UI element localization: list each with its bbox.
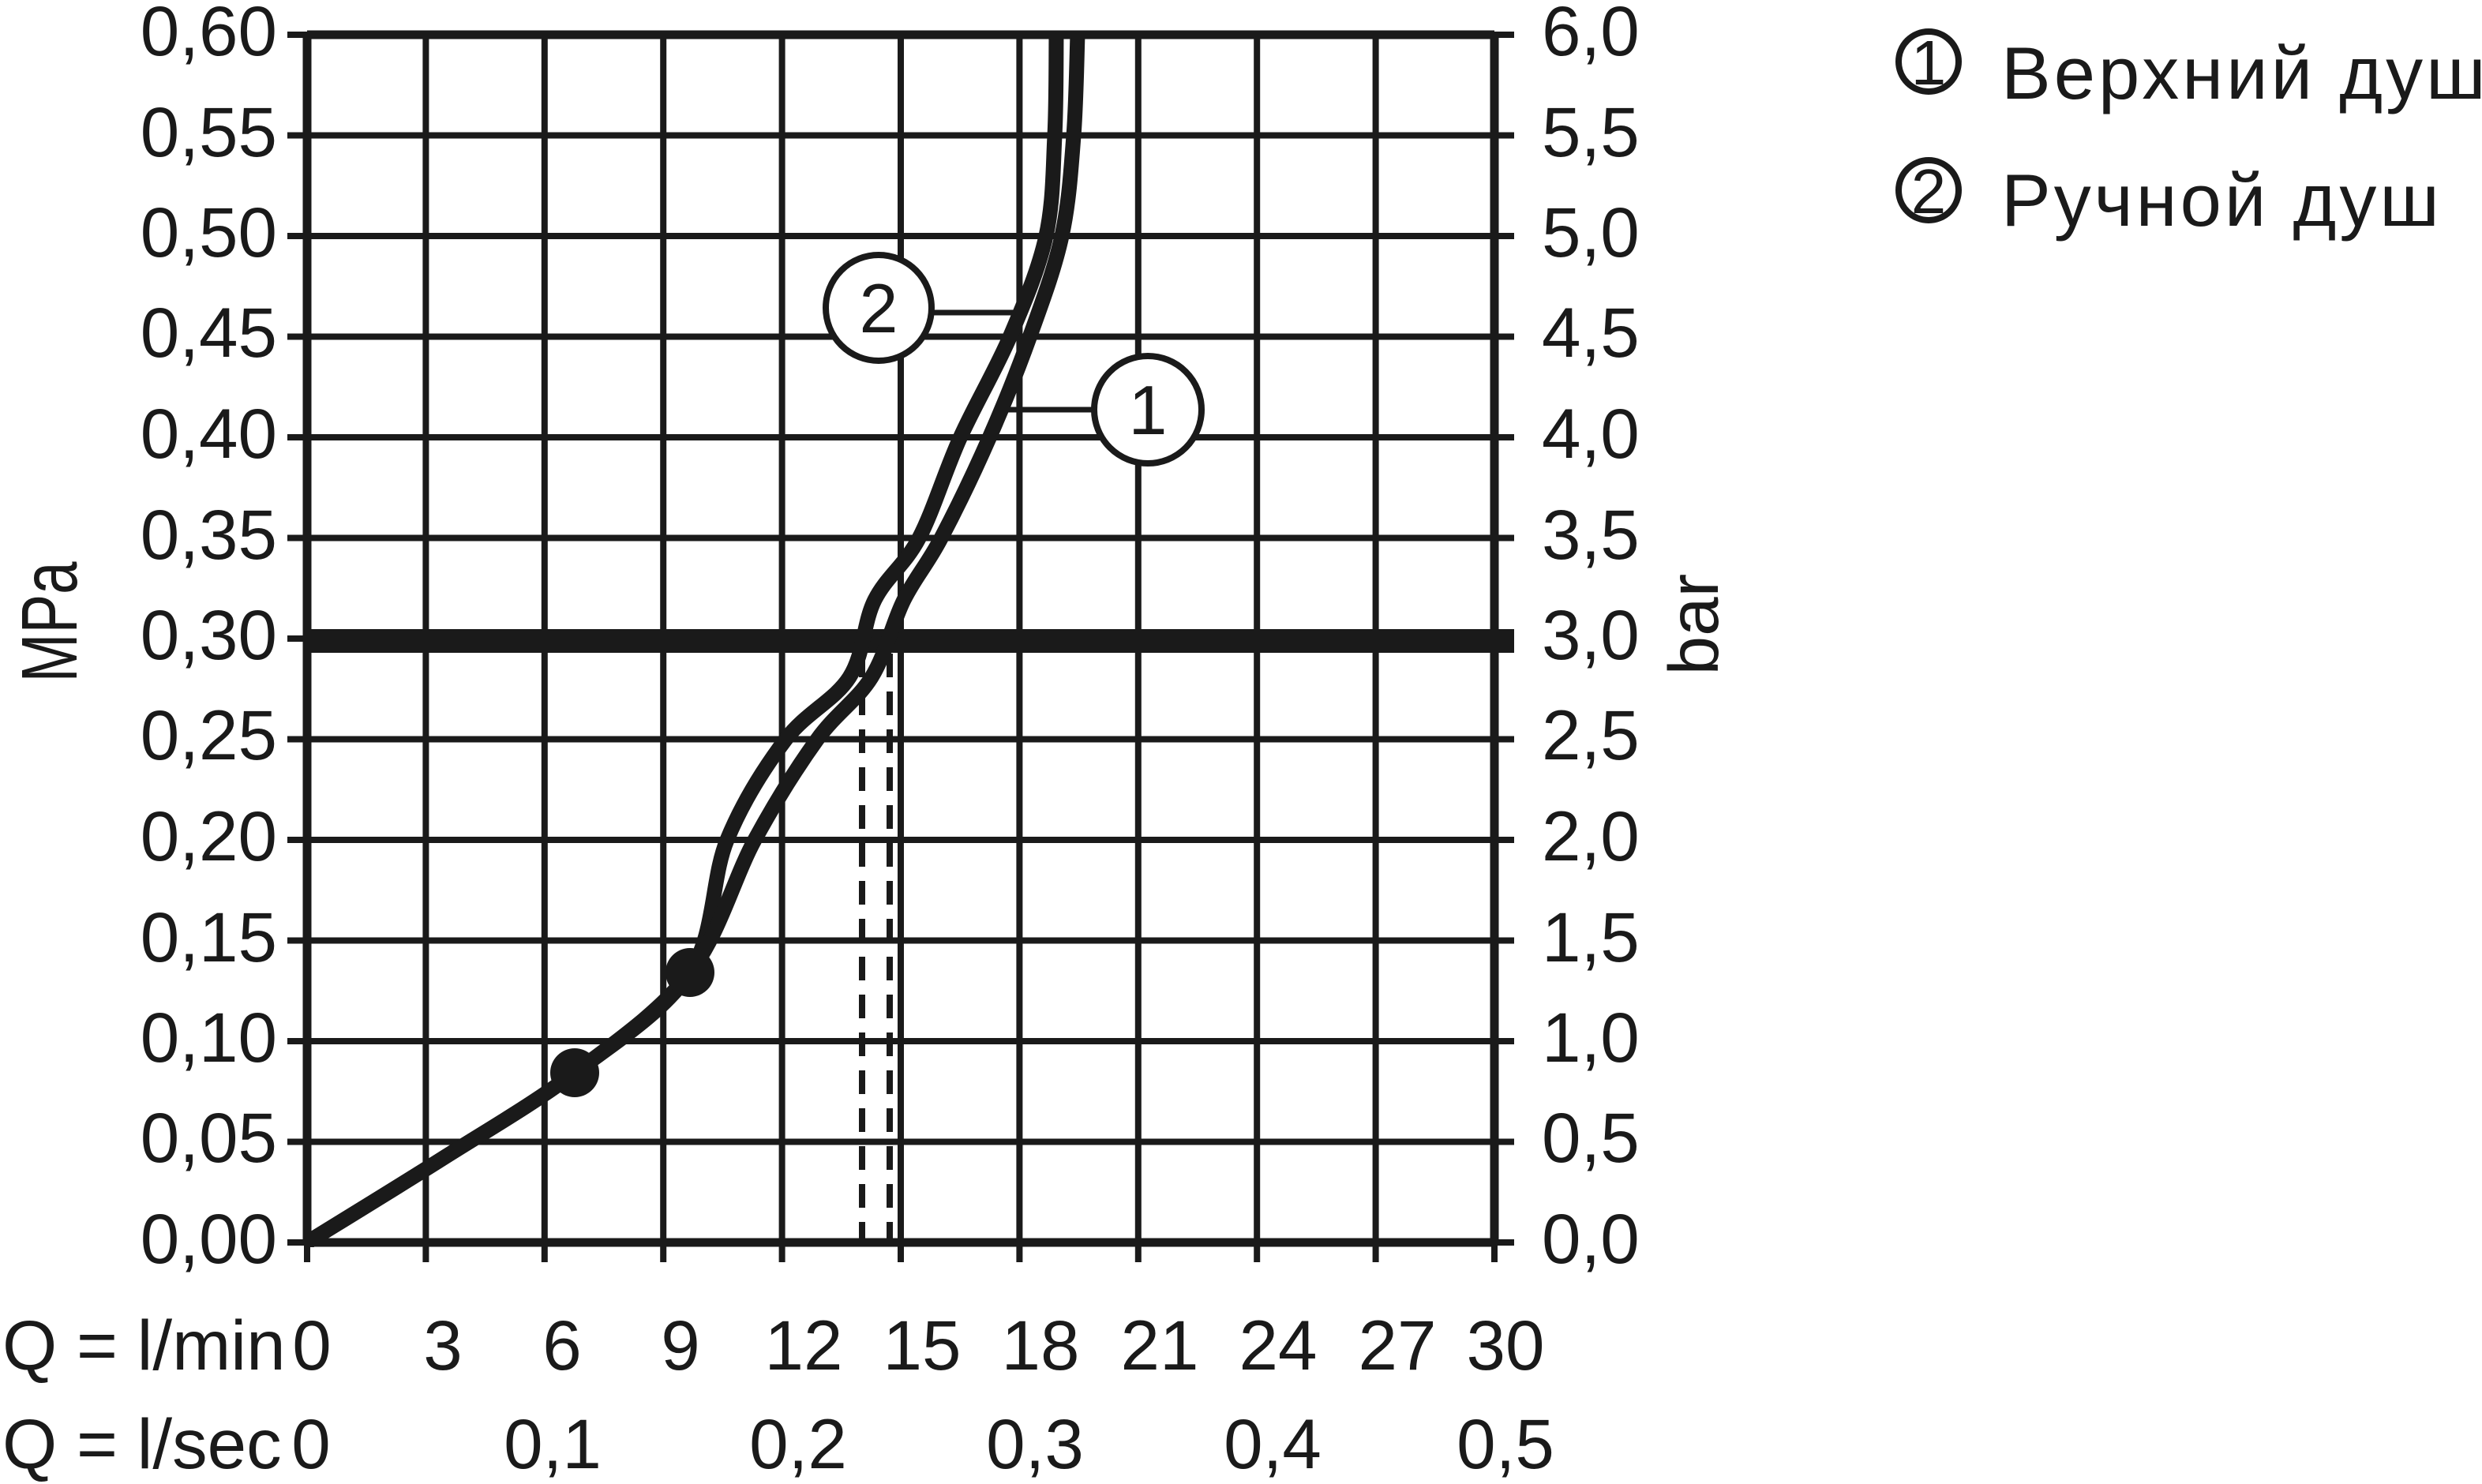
svg-text:5,5: 5,5 — [1542, 92, 1640, 171]
svg-text:5,0: 5,0 — [1542, 193, 1640, 272]
svg-text:3,0: 3,0 — [1542, 595, 1640, 674]
svg-text:0,5: 0,5 — [1542, 1098, 1640, 1177]
svg-text:9: 9 — [661, 1306, 700, 1385]
svg-text:Q = l/sec: Q = l/sec — [2, 1404, 282, 1483]
svg-text:0: 0 — [291, 1404, 331, 1483]
svg-text:6: 6 — [542, 1306, 582, 1385]
svg-text:Ручной душ: Ручной душ — [2001, 159, 2443, 242]
svg-text:0,2: 0,2 — [749, 1404, 847, 1483]
svg-text:4,0: 4,0 — [1542, 394, 1640, 473]
svg-text:18: 18 — [1002, 1306, 1080, 1385]
svg-text:3,5: 3,5 — [1542, 495, 1640, 574]
svg-text:2,5: 2,5 — [1542, 695, 1640, 774]
svg-text:12: 12 — [765, 1306, 843, 1385]
svg-text:30: 30 — [1467, 1306, 1545, 1385]
svg-text:0,05: 0,05 — [141, 1098, 277, 1177]
svg-text:0: 0 — [292, 1306, 332, 1385]
svg-text:0,30: 0,30 — [141, 595, 277, 674]
svg-text:0,50: 0,50 — [141, 193, 277, 272]
svg-text:0,35: 0,35 — [141, 495, 277, 574]
svg-text:Q = l/min: Q = l/min — [2, 1306, 286, 1385]
svg-text:2,0: 2,0 — [1542, 796, 1640, 875]
svg-text:0,10: 0,10 — [141, 998, 277, 1077]
svg-text:0,55: 0,55 — [141, 92, 277, 171]
svg-text:15: 15 — [883, 1306, 962, 1385]
svg-text:0,00: 0,00 — [141, 1199, 277, 1278]
svg-text:bar: bar — [1654, 574, 1733, 676]
svg-text:27: 27 — [1359, 1306, 1437, 1385]
svg-text:0,4: 0,4 — [1224, 1404, 1322, 1483]
svg-text:4,5: 4,5 — [1542, 293, 1640, 372]
svg-text:0,3: 0,3 — [986, 1404, 1084, 1483]
svg-text:0,25: 0,25 — [141, 695, 277, 774]
svg-text:0,40: 0,40 — [141, 394, 277, 473]
svg-text:21: 21 — [1121, 1306, 1199, 1385]
svg-text:1: 1 — [1911, 28, 1947, 98]
svg-text:0,0: 0,0 — [1542, 1199, 1640, 1278]
svg-text:MPa: MPa — [6, 561, 94, 682]
svg-text:2: 2 — [860, 269, 898, 347]
svg-text:3: 3 — [423, 1306, 463, 1385]
svg-text:Верхний душ: Верхний душ — [2001, 32, 2482, 114]
svg-text:1,5: 1,5 — [1542, 898, 1640, 976]
svg-text:0,45: 0,45 — [141, 293, 277, 372]
svg-text:24: 24 — [1239, 1306, 1318, 1385]
svg-text:6,0: 6,0 — [1542, 0, 1640, 70]
svg-text:0,60: 0,60 — [141, 0, 277, 70]
svg-text:0,20: 0,20 — [141, 796, 277, 875]
svg-text:0,15: 0,15 — [141, 898, 277, 976]
svg-text:0,5: 0,5 — [1457, 1404, 1554, 1483]
svg-text:0,1: 0,1 — [504, 1404, 602, 1483]
svg-text:2: 2 — [1911, 156, 1947, 227]
svg-text:1: 1 — [1129, 371, 1168, 449]
svg-text:1,0: 1,0 — [1542, 998, 1640, 1077]
